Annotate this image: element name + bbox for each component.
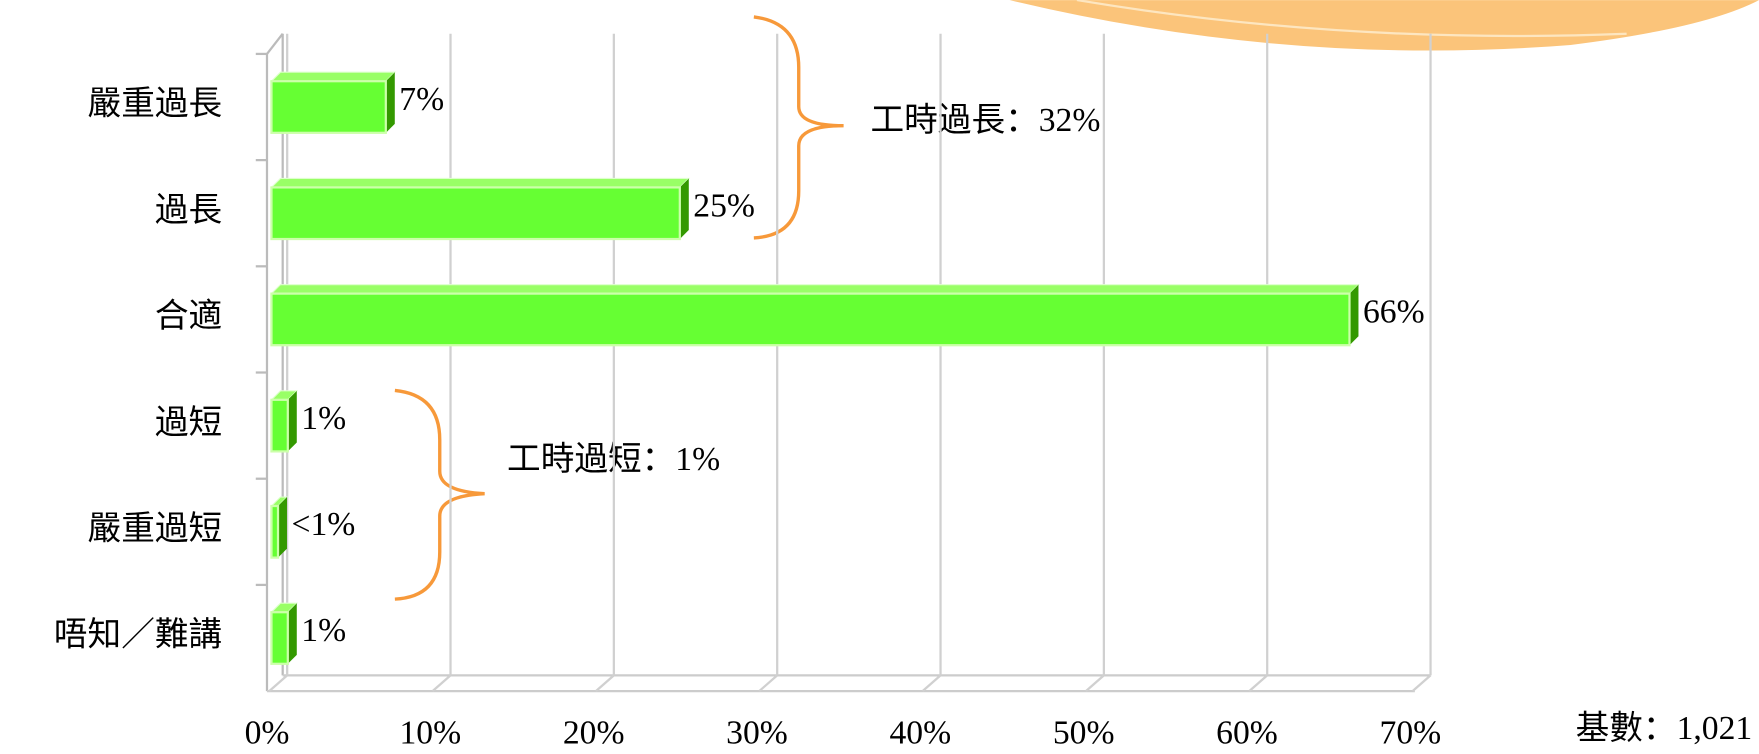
grid-line (431, 674, 452, 692)
bar-top (270, 71, 397, 82)
note: 基數：1,021 (1576, 709, 1753, 747)
grid-line (1085, 674, 1105, 692)
grid-line (921, 674, 942, 692)
grid-line (268, 674, 288, 692)
y-tick-label: 嚴重過短 (88, 511, 223, 548)
x-tick-label: 10% (399, 715, 461, 752)
x-tick-label: 30% (726, 715, 788, 752)
bar-top (270, 177, 691, 188)
bar-side (278, 497, 287, 558)
brace (753, 15, 844, 240)
bar (270, 611, 289, 665)
bar (270, 504, 280, 559)
annotation: 工時過長：32% (871, 102, 1101, 139)
bar-side (385, 72, 395, 133)
bar-side (1349, 284, 1359, 346)
x-tick-label: 20% (563, 715, 625, 752)
grid-line (595, 674, 615, 692)
data-label: <1% (291, 506, 355, 543)
bar (270, 80, 387, 134)
bar-top (270, 284, 1360, 295)
grid-line (1248, 674, 1268, 692)
y-tick-label: 過短 (155, 404, 222, 441)
data-label: 66% (1363, 294, 1425, 331)
data-label: 1% (301, 400, 346, 437)
y-tick-label: 嚴重過長 (88, 86, 223, 123)
bar-side (679, 178, 689, 240)
y-tick-label: 過長 (155, 192, 222, 229)
bar (270, 398, 289, 453)
axis-line (266, 33, 284, 55)
x-tick-label: 60% (1216, 715, 1278, 752)
bar (270, 186, 681, 241)
data-label: 1% (301, 612, 346, 649)
x-tick-label: 40% (889, 715, 951, 752)
grid-line (1411, 674, 1432, 692)
decoration (1076, 0, 1627, 38)
x-tick-label: 50% (1053, 715, 1115, 752)
bar-side (287, 390, 297, 452)
y-tick-label: 合適 (155, 297, 222, 335)
brace (394, 388, 485, 601)
bar-side (287, 603, 297, 664)
x-tick-label: 70% (1380, 715, 1442, 752)
y-tick-label: 唔知／難講 (54, 616, 222, 654)
bar (270, 292, 1351, 347)
x-tick-label: 0% (245, 715, 290, 752)
decoration (1009, 0, 1759, 51)
grid-line (758, 674, 778, 692)
data-label: 25% (693, 187, 755, 224)
data-label: 7% (399, 81, 444, 118)
